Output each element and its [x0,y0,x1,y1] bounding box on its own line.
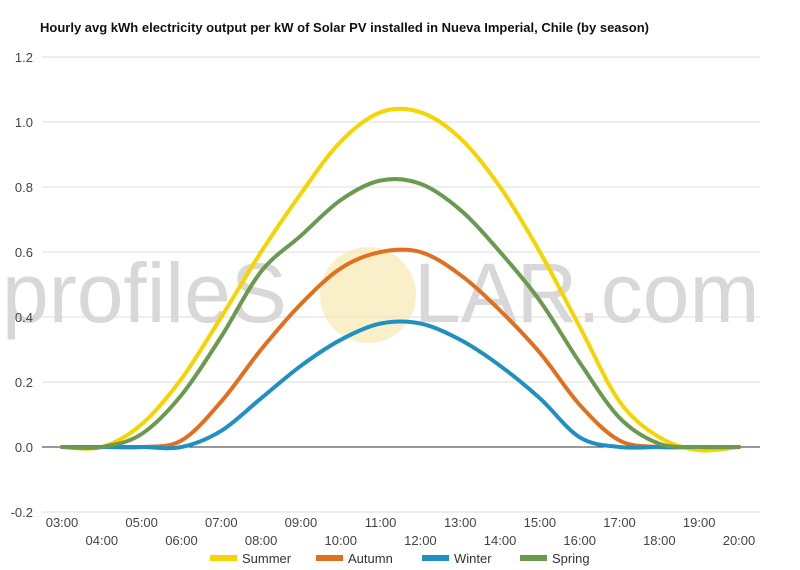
x-tick-label: 03:00 [46,515,79,530]
x-tick-label: 15:00 [524,515,557,530]
y-axis-ticks: -0.2 0.0 0.2 0.4 0.6 0.8 1.0 1.2 [11,50,33,520]
x-tick-label: 20:00 [723,533,756,548]
y-tick-label: 0.0 [15,440,33,455]
watermark-sun-icon [320,247,416,343]
legend-item-summer[interactable]: Summer [210,551,292,566]
watermark: profileS LAR.com [2,246,759,343]
x-tick-label: 10:00 [324,533,357,548]
y-tick-label: 0.8 [15,180,33,195]
chart-title: Hourly avg kWh electricity output per kW… [40,20,649,35]
legend-label: Winter [454,551,492,566]
y-tick-label: 0.2 [15,375,33,390]
series-lines [60,106,741,453]
legend-swatch [422,555,449,561]
legend-label: Spring [552,551,590,566]
y-tick-label: 0.6 [15,245,33,260]
x-tick-label: 09:00 [285,515,318,530]
x-tick-label: 17:00 [603,515,636,530]
legend-swatch [210,555,237,561]
x-tick-label: 05:00 [125,515,158,530]
y-tick-label: 1.0 [15,115,33,130]
y-tick-label: 1.2 [15,50,33,65]
x-tick-label: 19:00 [683,515,716,530]
watermark-text-left: profileS [2,246,287,340]
x-tick-label: 18:00 [643,533,676,548]
x-tick-label: 08:00 [245,533,278,548]
y-tick-label: 0.4 [15,310,33,325]
legend-item-autumn[interactable]: Autumn [316,551,393,566]
x-tick-label: 04:00 [86,533,119,548]
x-tick-label: 13:00 [444,515,477,530]
legend-item-spring[interactable]: Spring [520,551,590,566]
y-tick-label: -0.2 [11,505,33,520]
series-line-autumn [60,247,741,450]
series-line-summer [60,106,741,453]
x-axis-ticks: 03:00 04:00 05:00 06:00 07:00 08:00 09:00 10:00… [46,515,756,548]
x-tick-label: 06:00 [165,533,198,548]
legend-label: Autumn [348,551,393,566]
watermark-text-right: LAR.com [414,246,759,340]
legend: Summer Autumn Winter Spring [210,551,590,566]
x-tick-label: 12:00 [404,533,437,548]
legend-swatch [520,555,547,561]
series-line-winter [60,319,741,451]
x-tick-label: 11:00 [365,515,397,530]
legend-item-winter[interactable]: Winter [422,551,492,566]
legend-label: Summer [242,551,292,566]
x-tick-label: 16:00 [563,533,596,548]
legend-swatch [316,555,343,561]
x-tick-label: 14:00 [484,533,517,548]
series-line-spring [60,177,741,450]
x-tick-label: 07:00 [205,515,238,530]
